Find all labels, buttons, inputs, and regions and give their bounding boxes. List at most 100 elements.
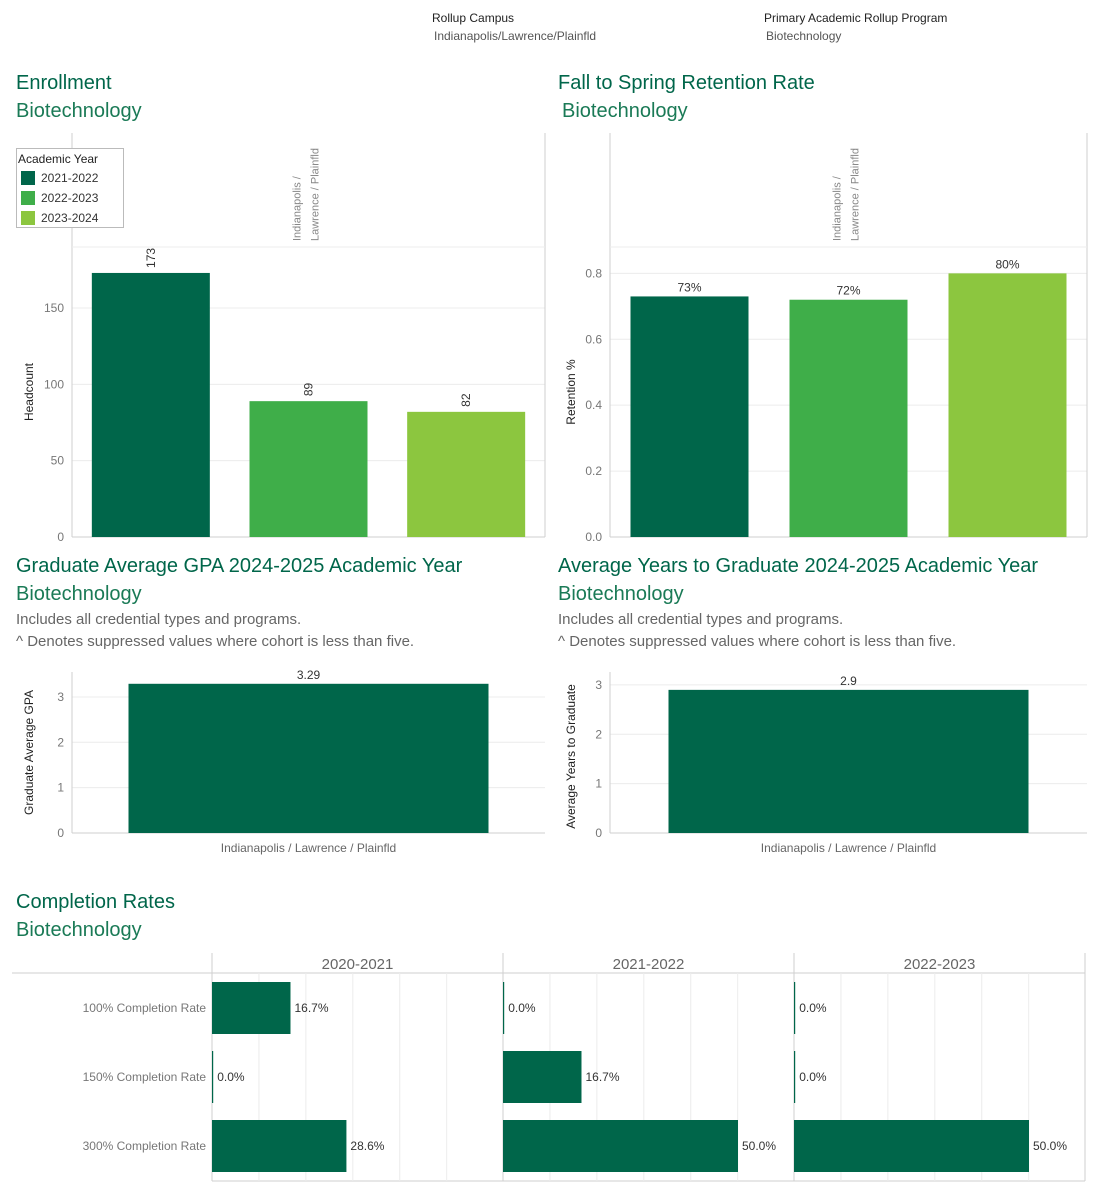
y-axis-title: Graduate Average GPA (22, 690, 36, 815)
bar-2021-2022 (91, 272, 210, 537)
data-label: 16.7% (294, 1001, 328, 1015)
years-subtitle: Biotechnology (558, 583, 684, 605)
completion-bar (212, 1120, 347, 1172)
panel-header-2021-2022: 2021-2022 (613, 956, 685, 973)
legend-item-label: 2021-2022 (41, 171, 99, 185)
legend-swatch (21, 211, 35, 225)
y-tick-label: 2 (595, 727, 602, 741)
completion-title: Completion Rates (16, 891, 175, 913)
y-tick-label: 100 (44, 377, 64, 391)
completion-bar (794, 1120, 1029, 1172)
y-tick-label: 0 (57, 826, 64, 840)
legend-title: Academic Year (18, 152, 99, 166)
legend-item-2021-2022[interactable]: 2021-2022 (21, 170, 98, 186)
completion-bar (212, 982, 291, 1034)
data-label: 80% (995, 257, 1019, 271)
legend-item-2022-2023[interactable]: 2022-2023 (21, 190, 98, 206)
x-tick-label: Indianapolis / Lawrence / Plainfld (221, 841, 396, 855)
bar-2021-2022 (630, 296, 749, 537)
bar-2023-2024 (407, 411, 526, 537)
data-label: 50.0% (1033, 1139, 1067, 1153)
row-label: 150% Completion Rate (83, 1070, 207, 1084)
data-label: 3.29 (297, 668, 321, 682)
completion-subtitle: Biotechnology (16, 919, 142, 941)
y-tick-label: 3 (57, 690, 64, 704)
y-tick-label: 0.8 (585, 266, 602, 280)
bar-2022-2023 (249, 401, 368, 537)
enrollment-subtitle: Biotechnology (16, 100, 142, 122)
panel-header-2020-2021: 2020-2021 (322, 956, 394, 973)
data-label: 0.0% (508, 1001, 536, 1015)
column-header-text: Indianapolis / (832, 175, 844, 241)
y-tick-label: 0.4 (585, 398, 602, 412)
y-tick-label: 50 (51, 454, 65, 468)
data-label: 89 (302, 382, 316, 396)
bar-2023-2024 (948, 273, 1067, 537)
years-note-suppressed: ^ Denotes suppressed values where cohort… (558, 633, 957, 650)
row-label: 300% Completion Rate (83, 1139, 207, 1153)
legend-swatch (21, 171, 35, 185)
completion-bar (794, 982, 796, 1034)
retention-subtitle: Biotechnology (562, 100, 688, 122)
legend-item-label: 2023-2024 (41, 211, 99, 225)
completion-bar (503, 982, 505, 1034)
y-tick-label: 1 (57, 781, 64, 795)
completion-bar (212, 1051, 214, 1103)
data-label: 0.0% (799, 1070, 827, 1084)
gpa-note-suppressed: ^ Denotes suppressed values where cohort… (16, 633, 415, 650)
gpa-title: Graduate Average GPA 2024-2025 Academic … (16, 555, 463, 577)
legend-swatch (21, 191, 35, 205)
data-label: 16.7% (585, 1070, 619, 1084)
data-label: 28.6% (350, 1139, 384, 1153)
gpa-subtitle: Biotechnology (16, 583, 142, 605)
y-tick-label: 2 (57, 735, 64, 749)
panel-header-2022-2023: 2022-2023 (904, 956, 976, 973)
bar-indianapolis-lawrence-plainfld (668, 689, 1029, 833)
row-label: 100% Completion Rate (83, 1001, 207, 1015)
y-axis-title: Headcount (22, 362, 36, 421)
completion-bar (503, 1051, 582, 1103)
y-axis-title: Retention % (564, 359, 578, 425)
data-label: 173 (144, 248, 158, 268)
column-header-text: Lawrence / Plainfld (310, 148, 322, 241)
y-tick-label: 150 (44, 301, 64, 315)
data-label: 73% (677, 280, 701, 294)
y-axis-title: Average Years to Graduate (564, 684, 578, 829)
retention-title: Fall to Spring Retention Rate (558, 72, 815, 94)
bar-indianapolis-lawrence-plainfld (128, 683, 489, 833)
column-header-text: Lawrence / Plainfld (850, 148, 862, 241)
legend-item-2023-2024[interactable]: 2023-2024 (21, 210, 98, 226)
program-filter-label: Primary Academic Rollup Program (764, 11, 948, 25)
completion-bar (794, 1051, 796, 1103)
y-tick-label: 0 (595, 826, 602, 840)
data-label: 82 (459, 393, 473, 407)
gpa-note-credentials: Includes all credential types and progra… (16, 611, 302, 628)
legend-item-label: 2022-2023 (41, 191, 99, 205)
x-tick-label: Indianapolis / Lawrence / Plainfld (761, 841, 936, 855)
data-label: 0.0% (217, 1070, 245, 1084)
enrollment-title: Enrollment (16, 72, 112, 94)
academic-year-legend[interactable]: Academic Year 2021-2022 2022-2023 2023-2… (16, 148, 124, 228)
y-tick-label: 0.0 (585, 530, 602, 544)
column-header-text: Indianapolis / (292, 175, 304, 241)
years-title: Average Years to Graduate 2024-2025 Acad… (558, 555, 1038, 577)
y-tick-label: 3 (595, 678, 602, 692)
bar-2022-2023 (789, 299, 908, 537)
completion-bar (503, 1120, 738, 1172)
y-tick-label: 0.6 (585, 332, 602, 346)
years-note-credentials: Includes all credential types and progra… (558, 611, 844, 628)
y-tick-label: 0.2 (585, 464, 602, 478)
program-filter-value[interactable]: Biotechnology (766, 29, 842, 43)
data-label: 0.0% (799, 1001, 827, 1015)
data-label: 2.9 (840, 674, 857, 688)
y-tick-label: 1 (595, 777, 602, 791)
data-label: 72% (836, 284, 860, 298)
campus-filter-label: Rollup Campus (432, 11, 515, 25)
data-label: 50.0% (742, 1139, 776, 1153)
campus-filter-value[interactable]: Indianapolis/Lawrence/Plainfld (434, 29, 597, 43)
